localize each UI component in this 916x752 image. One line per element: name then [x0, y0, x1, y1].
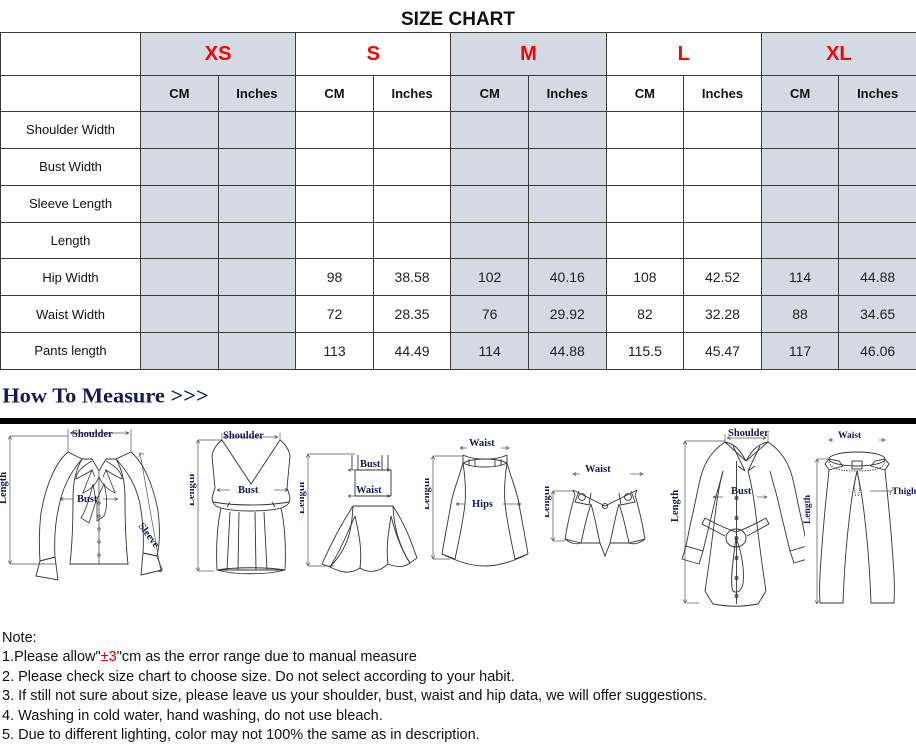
- svg-text:Length: Length: [190, 474, 197, 506]
- svg-text:Bust: Bust: [731, 486, 752, 497]
- svg-text:Shoulder: Shoulder: [72, 429, 113, 440]
- svg-text:Waist: Waist: [585, 464, 611, 475]
- svg-text:Sleeve: Sleeve: [136, 521, 162, 550]
- svg-text:Length: Length: [545, 486, 552, 518]
- svg-text:Bust: Bust: [77, 494, 98, 505]
- svg-text:Length: Length: [300, 482, 307, 514]
- svg-text:Hips: Hips: [472, 499, 493, 510]
- svg-text:Waist: Waist: [356, 485, 382, 496]
- svg-text:Bust: Bust: [360, 459, 381, 470]
- svg-text:Length: Length: [425, 478, 432, 510]
- svg-text:Length: Length: [803, 494, 813, 524]
- svg-text:Shoulder: Shoulder: [223, 430, 264, 441]
- svg-text:Thigh: Thigh: [892, 487, 916, 497]
- svg-text:Shoulder: Shoulder: [728, 428, 769, 439]
- svg-text:Length: Length: [0, 472, 9, 504]
- svg-text:Waist: Waist: [469, 438, 495, 449]
- svg-text:Waist: Waist: [838, 431, 862, 441]
- svg-text:Bust: Bust: [238, 485, 259, 496]
- svg-text:Length: Length: [670, 490, 681, 522]
